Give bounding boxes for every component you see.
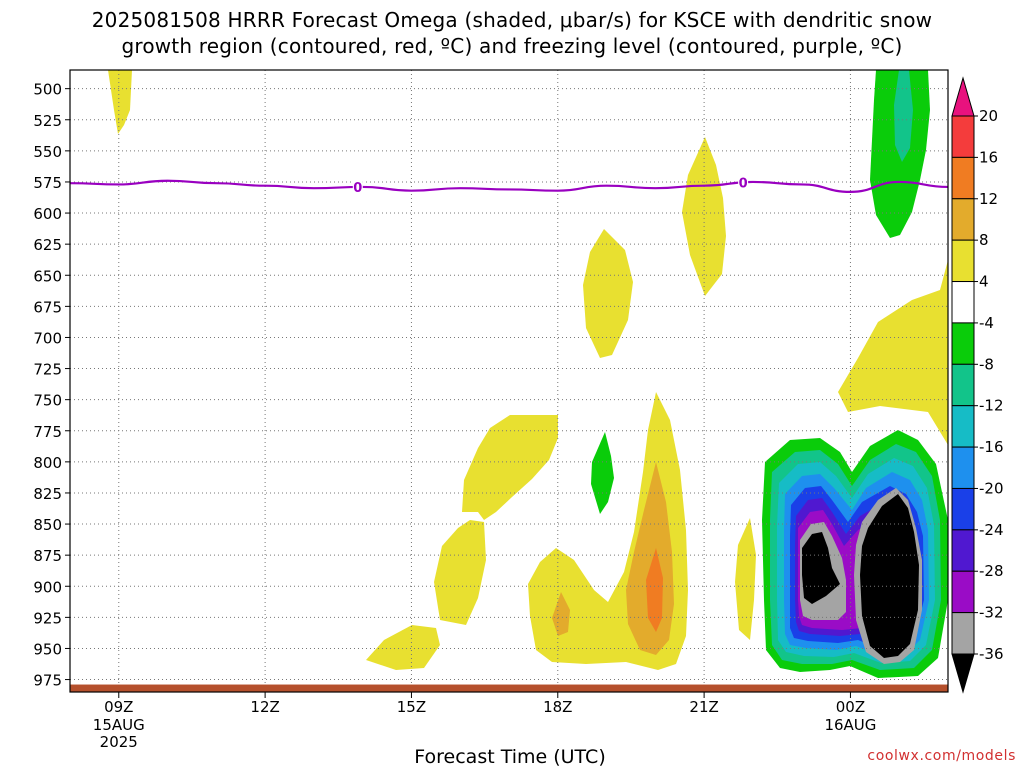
freezing-level-label: 0 xyxy=(353,181,362,196)
colorbar-swatch xyxy=(951,76,975,117)
y-tick-label: 575 xyxy=(33,174,62,192)
x-tick-label: 12Z xyxy=(250,698,279,716)
x-tick-label: 18Z xyxy=(543,698,572,716)
x-tick-label: 00Z xyxy=(836,698,865,716)
colorbar-label: -12 xyxy=(979,397,1004,415)
colorbar-swatch xyxy=(951,487,975,531)
x-tick-sublabel: 2025 xyxy=(100,733,138,751)
omega-positive-region xyxy=(735,518,756,640)
ground-surface xyxy=(70,684,948,692)
omega-positive-region xyxy=(838,260,948,445)
plot-frame xyxy=(69,69,949,693)
x-tick-sublabel: 15AUG xyxy=(93,716,145,734)
y-tick-label: 750 xyxy=(33,392,62,410)
colorbar-label: -8 xyxy=(979,355,994,373)
x-tick-label: 09Z xyxy=(104,698,133,716)
colorbar-swatch xyxy=(951,405,975,448)
y-tick-label: 975 xyxy=(33,672,62,690)
colorbar-swatch xyxy=(951,446,975,489)
colorbar-swatch xyxy=(951,115,975,158)
omega-positive-region xyxy=(108,70,132,134)
colorbar-label: -36 xyxy=(979,645,1004,663)
colorbar-label: -32 xyxy=(979,604,1004,622)
freezing-label-bg xyxy=(352,179,363,196)
x-tick-label: 15Z xyxy=(397,698,426,716)
colorbar-label: 8 xyxy=(979,231,989,249)
colorbar-swatch xyxy=(951,363,975,407)
colorbar-label: -4 xyxy=(979,314,994,332)
y-tick-label: 550 xyxy=(33,143,62,161)
y-tick-label: 525 xyxy=(33,112,62,130)
omega-positive-region xyxy=(434,520,486,625)
y-tick-label: 850 xyxy=(33,516,62,534)
y-tick-label: 500 xyxy=(33,81,62,99)
freezing-label-bg xyxy=(738,174,749,191)
colorbar-label: 20 xyxy=(979,107,998,125)
omega-positive-region xyxy=(552,592,570,636)
y-tick-label: 800 xyxy=(33,454,62,472)
y-tick-label: 725 xyxy=(33,361,62,379)
y-tick-label: 825 xyxy=(33,485,62,503)
colorbar-swatch xyxy=(951,529,975,572)
x-tick-sublabel: 16AUG xyxy=(824,716,876,734)
colorbar-label: -20 xyxy=(979,479,1004,497)
y-tick-label: 950 xyxy=(33,640,62,658)
y-tick-label: 675 xyxy=(33,298,62,316)
colorbar-swatch xyxy=(951,612,975,655)
omega-positive-region xyxy=(682,137,726,296)
y-axis: 500 525 550 575 600 625 650 675 700 725 750 775 800 8… xyxy=(33,81,70,690)
omega-positive-region xyxy=(583,229,633,358)
y-tick-label: 625 xyxy=(33,236,62,254)
colorbar-label: -28 xyxy=(979,562,1004,580)
colorbar-swatch xyxy=(951,570,975,614)
y-tick-label: 650 xyxy=(33,267,62,285)
colorbar: 20 16 12 8 4 -4 -8 -12 -16 -20 -24 -28 -32 -36 xyxy=(951,76,1004,694)
omega-negative-region xyxy=(591,432,614,514)
colorbar-swatch xyxy=(951,156,975,200)
y-tick-label: 900 xyxy=(33,578,62,596)
colorbar-swatch xyxy=(951,239,975,283)
omega-positive-region xyxy=(646,548,663,632)
credit-link[interactable]: coolwx.com/models xyxy=(867,748,1016,764)
x-tick-label: 21Z xyxy=(689,698,718,716)
colorbar-label: 12 xyxy=(979,190,998,208)
x-axis-title: Forecast Time (UTC) xyxy=(414,746,606,768)
omega-positive-region xyxy=(462,415,558,520)
y-tick-label: 875 xyxy=(33,547,62,565)
chart-title-line1: 2025081508 HRRR Forecast Omega (shaded, … xyxy=(91,8,933,32)
colorbar-swatch xyxy=(951,198,975,241)
y-tick-label: 700 xyxy=(33,329,62,347)
freezing-level-line xyxy=(70,179,948,194)
chart-title-line2: growth region (contoured, red, ºC) and f… xyxy=(121,34,903,58)
y-tick-label: 600 xyxy=(33,205,62,223)
y-tick-label: 925 xyxy=(33,609,62,627)
colorbar-swatch xyxy=(951,322,975,365)
omega-shading xyxy=(108,70,948,678)
omega-positive-region xyxy=(366,625,440,670)
omega-negative-region xyxy=(894,70,913,162)
freezing-level-label: 0 xyxy=(739,177,748,192)
colorbar-label: 16 xyxy=(979,148,998,166)
y-tick-label: 775 xyxy=(33,423,62,441)
colorbar-swatch xyxy=(951,281,975,324)
colorbar-swatch xyxy=(951,653,975,694)
colorbar-label: 4 xyxy=(979,273,989,291)
colorbar-label: -24 xyxy=(979,521,1004,539)
colorbar-label: -16 xyxy=(979,438,1004,456)
